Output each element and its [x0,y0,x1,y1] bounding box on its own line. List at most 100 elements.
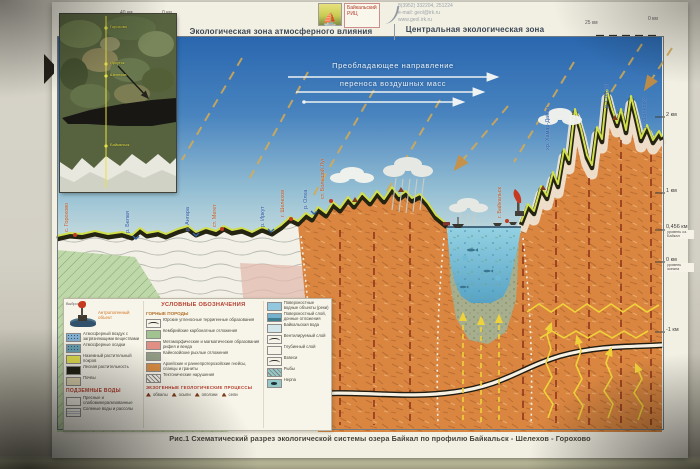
legend-item: Метаморфические и магматические образова… [145,339,261,350]
legend-swatch [145,319,161,328]
figure-caption: Рис.1 Схематический разрез экологической… [169,434,591,443]
place-label-baikalsk: г. Байкальск [497,187,503,218]
zone-divider [394,24,395,40]
legend-item-label: Почвы [83,375,96,380]
contact-block: 8(3952) 332204, 251224 e-mail: geol@irk.… [398,3,453,23]
logo-org-line2: РИЦ [347,11,358,17]
place-label-shelekhov: г. Шелехов [280,189,286,217]
legend-item: Кембрийские карбонатные отложения [145,328,261,339]
legend-swatch [66,344,81,353]
legend-item-label: Поверхностные водные объекты (реки) [283,300,329,310]
legend-item: Байкальская вода [266,322,329,333]
legend-item: Лесная растительность [66,364,140,375]
legend-item-label: Пресные и слабоминерализованные [83,395,133,405]
legend-swatch [266,357,282,366]
legend-box: Выбросы Антропогенный объект Атмосферный… [63,298,332,431]
legend-item-label: Поверхностный слой, донные отложения [283,311,326,321]
scalebar-right-start: 25 км [585,20,598,26]
legend-swatch [266,368,282,377]
organization-logo: ⛵ Байкальский РИЦ [318,3,400,28]
legend-item-label: Взвеси [283,355,298,360]
legend-item-label: Юрские угленосные терригенные образовани… [162,317,255,322]
legend-item-label: Вентилируемый слой [283,333,326,338]
inset-label-irkutsk: Иркутск [110,60,125,65]
legend-item: Атмосферные осадки [66,342,140,353]
place-label-gorokhovo: с. Горохово [64,202,70,232]
legend-column-rocks: УСЛОВНЫЕ ОБОЗНАЧЕНИЯ ГОРНЫЕ ПОРОДЫ Юрски… [142,301,264,428]
legend-item-label: Байкальская вода [283,322,319,327]
exo-label: осыпи [178,392,191,397]
legend-swatch [145,363,161,372]
scalebar-right-end: 0 км [648,16,658,22]
legend-item-label: Рыбы [283,366,295,371]
legend-item-label: Тектонические нарушения [162,372,215,377]
sailboat-icon: ⛵ [318,3,342,26]
place-label-bolshoy-lug: ст. Большой Луг [320,158,326,199]
place-label-osinovka: р. Осиновка [642,97,648,128]
contact-email: e-mail: geol@irk.ru [398,9,441,16]
legend-swatch [266,335,282,344]
legend-item-label: Наземный растительный покров [83,353,132,363]
legend-item: Нерпа [266,377,329,388]
legend-item: Взвеси [266,355,329,366]
legend-swatch [145,341,161,350]
exogenous-heading: ЭКЗОГЕННЫЕ ГЕОЛОГИЧЕСКИЕ ПРОЦЕССЫ [145,385,253,390]
elevation-sea-level: 0 км уровень океана [666,257,694,272]
legend-item-label: Атмосферный воздух с загрязняющими вещес… [83,331,140,341]
legend-swatch [145,352,161,361]
legend-column-media: Выбросы Антропогенный объект Атмосферный… [66,301,140,428]
legend-item-label: Метаморфические и магматические образова… [162,339,260,349]
legend-swatch [66,377,81,386]
place-label-meget: ст. Мегет [212,204,218,227]
legend-item-label: Глубинный слой [283,344,316,349]
mudflow-icon [221,392,227,397]
exo-label: оползни [201,392,218,397]
legend-item: Кайнозойские рыхлые отложения [145,350,261,361]
elevation-2km: 2 км [666,112,677,118]
anthropogenic-object-icon: Выбросы Антропогенный объект [66,301,140,331]
legend-item: Глубинный слой [266,344,329,355]
legend-item: Почвы [66,375,140,386]
place-label-belaya: р. Белая [125,211,131,233]
legend-item-label: Архейские и раннепротерозойские гнейсы, … [162,361,247,371]
legend-swatch seal-icon [266,379,282,388]
satellite-inset-map: Горохово Иркутск Шелехов Байкальск [60,14,176,192]
legend-title: УСЛОВНЫЕ ОБОЗНАЧЕНИЯ [161,302,246,308]
scree-icon [171,392,177,397]
place-label-solzan: р. Солзан [604,83,610,108]
contact-web: www.geol.irk.ru [398,16,432,23]
legend-item: Рыбы [266,366,329,377]
anthropogenic-object-label: Антропогенный объект [98,310,130,320]
legend-swatch [145,374,161,383]
legend-swatch [66,397,81,406]
legend-swatch [145,330,161,339]
legend-item: Пресные и слабоминерализованные [66,395,140,406]
legend-item-label: Кайнозойские рыхлые отложения [162,350,229,355]
place-label-irkut: р. Иркут [260,206,266,227]
legend-item-label: Кембрийские карбонатные отложения [162,328,238,333]
legend-swatch [266,313,282,322]
legend-item-label: Лесная растительность [83,364,129,369]
wind-direction-label-line2: переноса воздушных масс [339,79,447,88]
legend-swatch [266,302,282,311]
elevation-baikal-level: 0,456 км уровень оз. Байкал [666,224,694,239]
legend-item: Поверхностные водные объекты (реки) [266,300,329,311]
legend-item: Вентилируемый слой [266,333,329,344]
legend-swatch [66,366,81,375]
inset-label-gorokhovo: Горохово [110,24,128,29]
exo-label: сели [228,392,238,397]
satellite-imagery [60,14,176,192]
elevation-1km: 1 км [666,188,677,194]
inset-label-shelekhov: Шелехов [110,72,127,77]
legend-item: Юрские угленосные терригенные образовани… [145,317,261,328]
exo-label: обвалы [152,392,168,397]
landslide-icon [194,392,200,397]
legend-item: Соленые воды и рассолы [66,406,140,417]
rocks-heading: ГОРНЫЕ ПОРОДЫ [145,311,189,316]
zone-heading-right: Центральная экологическая зона [405,25,545,34]
legend-swatch [66,408,81,417]
zone-heading-left: Экологическая зона атмосферного влияния [189,27,373,36]
legend-swatch [66,333,81,342]
legend-swatch [266,324,282,333]
